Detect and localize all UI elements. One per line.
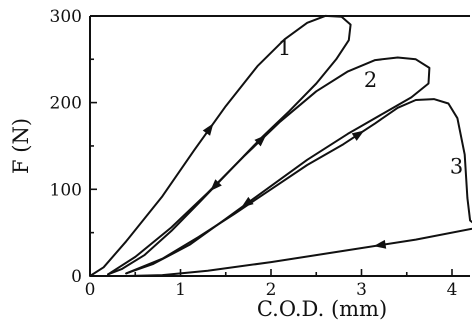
series-2-arrow-0: [254, 134, 267, 147]
series-3-arrow-0: [351, 130, 365, 141]
y-tick-label-1: 100: [50, 180, 82, 200]
x-tick-label-0: 0: [85, 280, 96, 300]
series-1-arrow-0: [202, 123, 214, 136]
series-2-arrow-1: [241, 196, 254, 208]
series-2-label: 2: [364, 68, 377, 92]
x-tick-label-1: 1: [175, 280, 186, 300]
x-axis-title: C.O.D. (mm): [257, 297, 387, 321]
direction-arrows: [202, 123, 387, 249]
y-tick-label-2: 200: [50, 94, 82, 114]
series-3-curve: [125, 98, 472, 277]
x-tick-label-3: 3: [356, 280, 367, 300]
y-tick-label-3: 300: [50, 7, 82, 27]
series-2-curve: [107, 56, 431, 276]
series-3-arrow-1: [373, 239, 387, 249]
loop-labels: 1 2 3: [278, 36, 463, 179]
series-3-label: 3: [450, 155, 463, 179]
y-axis-title: F (N): [9, 118, 33, 174]
ticks: [89, 15, 453, 277]
x-tick-label-4: 4: [447, 280, 458, 300]
series-1-arrow-1: [210, 179, 222, 192]
series-1-curve: [89, 14, 352, 277]
y-tick-label-0: 0: [71, 267, 82, 287]
x-tick-label-2: 2: [266, 280, 277, 300]
series-1-label: 1: [278, 36, 291, 60]
tick-labels: 0 1 2 3 4 0 100 200 300: [50, 7, 458, 300]
